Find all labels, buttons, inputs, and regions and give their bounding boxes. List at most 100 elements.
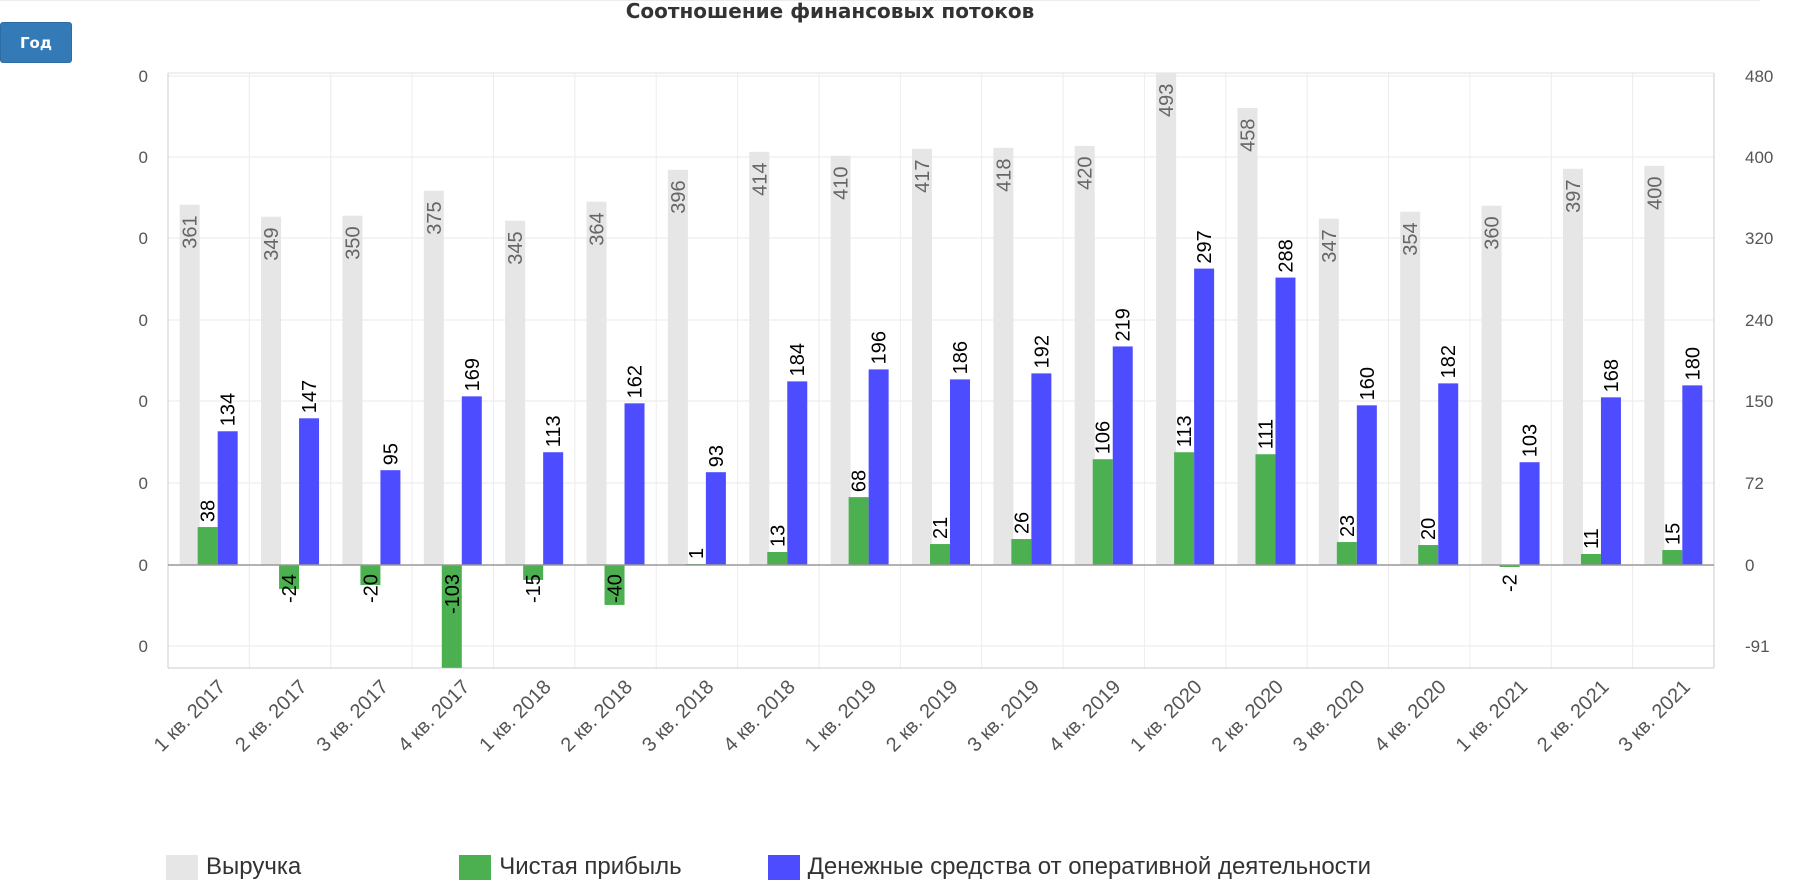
legend-item-1[interactable]: Выручка bbox=[166, 853, 301, 881]
bar-series-1 bbox=[912, 148, 932, 566]
category-label: 3 кв. 2017 bbox=[313, 676, 393, 756]
right-axis-tick: 400 bbox=[1745, 148, 1773, 167]
data-label-series-3: 219 bbox=[1113, 308, 1135, 341]
data-label-series-1: 400 bbox=[1644, 176, 1666, 209]
data-label-series-2: -2 bbox=[1500, 574, 1522, 592]
bar-series-3 bbox=[787, 381, 808, 565]
data-label-series-1: 418 bbox=[993, 158, 1015, 191]
bar-series-1 bbox=[261, 216, 282, 565]
bar-series-3 bbox=[705, 472, 726, 565]
right-axis-tick: 150 bbox=[1745, 392, 1773, 411]
bar-series-1 bbox=[1644, 165, 1665, 566]
data-label-series-3: 162 bbox=[625, 365, 647, 398]
bar-series-1 bbox=[423, 190, 444, 565]
bar-series-1 bbox=[1400, 211, 1421, 565]
bar-series-2 bbox=[1662, 550, 1683, 565]
category-label: 1 кв. 2018 bbox=[475, 676, 555, 756]
data-label-series-3: 134 bbox=[218, 393, 240, 426]
data-label-series-2: 106 bbox=[1093, 421, 1115, 454]
bar-series-3 bbox=[217, 431, 238, 565]
data-label-series-2: 23 bbox=[1337, 515, 1359, 537]
data-label-series-3: 103 bbox=[1520, 424, 1542, 457]
data-label-series-3: 288 bbox=[1275, 239, 1297, 272]
right-axis-tick: 72 bbox=[1745, 474, 1764, 493]
bar-series-3 bbox=[1600, 397, 1621, 565]
category-label: 2 кв. 2020 bbox=[1208, 676, 1288, 756]
data-label-series-3: 93 bbox=[706, 445, 728, 467]
bar-series-2 bbox=[930, 544, 950, 565]
period-year-button[interactable]: Год bbox=[0, 22, 72, 63]
data-label-series-2: -103 bbox=[442, 574, 464, 614]
legend-swatch bbox=[459, 854, 492, 880]
bar-series-2 bbox=[360, 565, 381, 585]
data-label-series-2: -40 bbox=[605, 574, 627, 603]
data-label-series-1: 360 bbox=[1482, 216, 1504, 249]
data-label-series-1: 396 bbox=[668, 180, 690, 213]
data-label-series-3: 180 bbox=[1682, 347, 1704, 380]
bar-series-1 bbox=[1074, 145, 1095, 565]
bar-series-3 bbox=[299, 418, 320, 565]
left-axis-tick: 0 bbox=[139, 67, 148, 86]
data-label-series-2: -20 bbox=[360, 574, 382, 603]
right-axis-tick: -91 bbox=[1745, 637, 1770, 656]
bar-series-1 bbox=[1237, 107, 1258, 565]
data-label-series-1: 354 bbox=[1400, 222, 1422, 255]
bar-series-1 bbox=[749, 151, 770, 565]
data-label-series-3: 113 bbox=[543, 415, 565, 447]
bar-series-3 bbox=[543, 452, 564, 565]
data-label-series-2: 38 bbox=[198, 500, 220, 522]
data-label-series-3: 186 bbox=[950, 341, 972, 374]
bar-series-2 bbox=[1418, 545, 1439, 565]
legend-item-3[interactable]: Денежные средства от оперативной деятель… bbox=[767, 853, 1372, 881]
left-axis-tick: 0 bbox=[139, 148, 148, 167]
data-label-series-3: 160 bbox=[1357, 367, 1379, 400]
left-axis-tick: 0 bbox=[139, 311, 148, 330]
left-axis-tick: 0 bbox=[139, 637, 148, 656]
bar-series-2 bbox=[1499, 565, 1520, 567]
bar-series-2 bbox=[441, 565, 462, 668]
data-label-series-1: 349 bbox=[261, 227, 283, 260]
data-label-series-1: 364 bbox=[587, 212, 609, 245]
data-label-series-2: 11 bbox=[1581, 528, 1603, 549]
data-label-series-3: 297 bbox=[1194, 230, 1216, 263]
legend-label: Денежные средства от оперативной деятель… bbox=[807, 853, 1372, 880]
category-label: 4 кв. 2020 bbox=[1370, 676, 1450, 756]
data-label-series-2: 15 bbox=[1662, 523, 1684, 545]
category-label: 3 кв. 2018 bbox=[638, 676, 718, 756]
legend-swatch bbox=[166, 854, 198, 880]
legend-label: Выручка bbox=[206, 853, 302, 880]
left-axis-tick: 0 bbox=[139, 556, 148, 575]
bar-series-2 bbox=[1174, 452, 1195, 565]
category-label: 3 кв. 2020 bbox=[1289, 676, 1369, 756]
data-label-series-2: 21 bbox=[930, 517, 952, 539]
category-label: 3 кв. 2019 bbox=[964, 676, 1044, 756]
category-label: 1 кв. 2021 bbox=[1452, 676, 1532, 756]
bar-series-1 bbox=[830, 155, 851, 565]
category-label: 4 кв. 2017 bbox=[394, 676, 474, 756]
right-axis-tick: 240 bbox=[1745, 311, 1773, 330]
data-label-series-2: -24 bbox=[279, 574, 301, 603]
bar-series-1 bbox=[1318, 218, 1339, 565]
right-axis-tick: 320 bbox=[1745, 229, 1773, 248]
data-label-series-3: 196 bbox=[869, 331, 891, 364]
category-label: 1 кв. 2017 bbox=[150, 676, 230, 756]
bar-series-3 bbox=[1194, 268, 1215, 565]
data-label-series-1: 410 bbox=[831, 166, 853, 199]
data-label-series-2: 68 bbox=[849, 470, 871, 492]
bar-series-1 bbox=[1481, 205, 1502, 565]
bar-series-2 bbox=[604, 565, 625, 605]
data-label-series-1: 397 bbox=[1563, 179, 1585, 212]
data-label-series-2: 1 bbox=[686, 548, 708, 559]
top-rule bbox=[0, 0, 1760, 1]
data-label-series-1: 458 bbox=[1237, 119, 1259, 152]
bar-series-3 bbox=[1031, 373, 1052, 565]
data-label-series-1: 493 bbox=[1156, 84, 1178, 117]
bar-series-3 bbox=[1275, 277, 1296, 565]
legend-item-2[interactable]: Чистая прибыль bbox=[459, 853, 682, 881]
data-label-series-3: 169 bbox=[462, 358, 484, 391]
data-label-series-1: 414 bbox=[749, 162, 771, 195]
bar-series-3 bbox=[868, 369, 889, 565]
legend: Выручка Чистая прибыль Денежные средства о… bbox=[166, 852, 1371, 882]
bar-series-3 bbox=[1682, 385, 1703, 565]
left-axis-tick: 0 bbox=[139, 229, 148, 248]
